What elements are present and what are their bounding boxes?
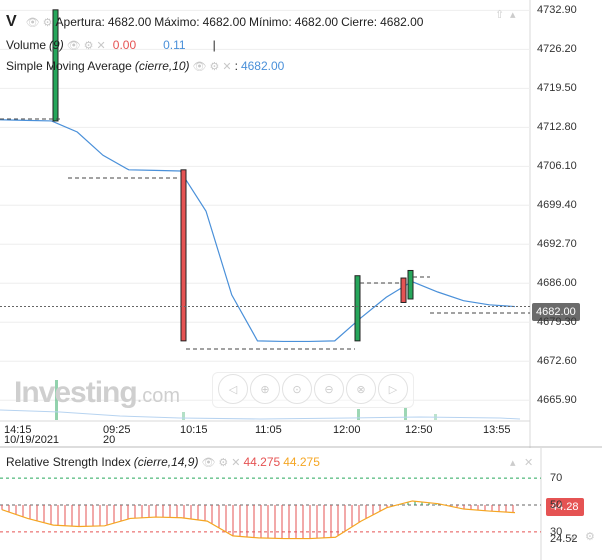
zoom-in-icon[interactable]: ⊕ xyxy=(250,374,280,404)
price-tick-label: 4665.90 xyxy=(537,394,577,407)
time-tick-label: 12:50 xyxy=(405,424,433,436)
rsi-settings-icon[interactable]: ⚙ xyxy=(585,531,595,543)
sma-separator: : xyxy=(234,59,238,73)
time-tick-label: 09:25 xyxy=(103,424,131,436)
rsi-tick-label: 70 xyxy=(550,472,563,485)
date-tick-label: 10/19/2021 xyxy=(4,434,60,446)
eye-icon[interactable]: 👁 xyxy=(192,60,207,73)
volume-bar xyxy=(55,380,58,420)
price-tick-label: 4672.60 xyxy=(537,355,577,368)
investing-watermark: Investing.com xyxy=(14,376,181,409)
rsi-value-2: 44.275 xyxy=(283,455,320,469)
candle xyxy=(180,169,187,342)
zoom-out-icon[interactable]: ⊖ xyxy=(314,374,344,404)
current-price-tag: 4682.00 xyxy=(532,303,580,321)
time-tick-label: 13:55 xyxy=(483,424,511,436)
sma-value: 4682.00 xyxy=(240,59,285,73)
settings-icon[interactable]: ⚙ xyxy=(83,39,94,52)
open-label: Apertura: xyxy=(55,15,105,29)
volume-value-2: 0.11 xyxy=(163,38,186,52)
price-tick-label: 4726.20 xyxy=(537,43,577,56)
price-tick-label: 4679.30 xyxy=(537,316,577,329)
zoom-reset-icon[interactable]: ⊙ xyxy=(282,374,312,404)
candle xyxy=(354,275,361,342)
settings-icon[interactable]: ⚙ xyxy=(42,16,53,29)
candle xyxy=(52,9,59,122)
price-tick-label: 4692.70 xyxy=(537,238,577,251)
rsi-pane-menu-icon[interactable]: ▴ xyxy=(510,457,516,469)
eye-icon[interactable]: 👁 xyxy=(25,16,40,29)
price-tick-label: 4712.80 xyxy=(537,121,577,134)
close-value: 4682.00 xyxy=(380,15,424,29)
scroll-left-icon[interactable]: ◁ xyxy=(218,374,248,404)
close-label: Cierre: xyxy=(341,15,378,29)
candle xyxy=(400,277,407,303)
high-value: 4682.00 xyxy=(202,15,246,29)
sma-line xyxy=(0,119,516,343)
price-tick-label: 4699.40 xyxy=(537,199,577,212)
low-label: Mínimo: xyxy=(249,15,292,29)
rsi-tick-label: 30 xyxy=(550,525,563,538)
settings-icon[interactable]: ⚙ xyxy=(218,456,229,469)
volume-separator: | xyxy=(212,38,216,52)
rsi-close-icon[interactable]: ✕ xyxy=(524,457,534,469)
close-icon[interactable]: ✕ xyxy=(222,60,232,73)
time-tick-label: 12:00 xyxy=(333,424,361,436)
rsi-value-1: 44.275 xyxy=(243,455,281,469)
rsi-pane[interactable] xyxy=(0,448,602,560)
rsi-current-tag: 44.28 xyxy=(546,498,584,516)
price-tick-label: 4732.90 xyxy=(537,4,577,17)
volume-name: Volume xyxy=(6,38,47,52)
close-icon[interactable]: ✕ xyxy=(231,456,241,469)
rsi-pane-menu-icon[interactable]: ▴ xyxy=(570,531,576,543)
sma-param: (cierre,10) xyxy=(134,59,190,73)
time-tick-label: 11:05 xyxy=(255,424,282,436)
maximize-pane-icon[interactable]: ⇧ xyxy=(495,9,505,21)
volume-bar xyxy=(357,409,360,420)
volume-param: (9) xyxy=(49,38,64,52)
rsi-tick-label: 50 xyxy=(550,499,563,511)
settings-icon[interactable]: ⚙ xyxy=(209,60,220,73)
symbol-label: V xyxy=(6,13,17,30)
low-value: 4682.00 xyxy=(294,15,339,29)
time-tick-label: 14:15 xyxy=(4,424,32,436)
rsi-tick-label: 24.52 xyxy=(550,533,578,546)
volume-bar xyxy=(404,408,407,420)
price-tick-label: 4706.10 xyxy=(537,160,577,173)
candle xyxy=(407,269,414,300)
time-tick-label: 10:15 xyxy=(180,424,208,436)
date-tick-label: 20 xyxy=(103,434,116,446)
price-tick-label: 4686.00 xyxy=(537,277,577,290)
open-value: 4682.00 xyxy=(107,15,152,29)
sma-legend: Simple Moving Average (cierre,10) 👁 ⚙ ✕ … xyxy=(6,59,284,73)
rsi-line xyxy=(1,500,516,540)
scroll-right-icon[interactable]: ▷ xyxy=(378,374,408,404)
rsi-name: Relative Strength Index xyxy=(6,455,131,469)
volume-ma-line xyxy=(0,409,521,420)
eye-icon[interactable]: 👁 xyxy=(201,456,216,469)
volume-value-1: 0.00 xyxy=(112,38,137,52)
sma-name: Simple Moving Average xyxy=(6,59,132,73)
high-label: Máximo: xyxy=(154,15,200,29)
volume-legend: Volume (9) 👁 ⚙ ✕ 0.00 0.11 | xyxy=(6,38,216,52)
volume-bar xyxy=(182,412,185,420)
rsi-param: (cierre,14,9) xyxy=(133,455,199,469)
rsi-legend: Relative Strength Index (cierre,14,9) 👁 … xyxy=(6,455,320,469)
close-icon[interactable]: ✕ xyxy=(96,39,106,52)
price-tick-label: 4719.50 xyxy=(537,82,577,95)
ohlc-legend: V 👁 ⚙ Apertura: 4682.00 Máximo: 4682.00 … xyxy=(6,13,423,31)
pane-menu-icon[interactable]: ▴ xyxy=(510,9,516,21)
auto-fit-icon[interactable]: ⊗ xyxy=(346,374,376,404)
eye-icon[interactable]: 👁 xyxy=(66,39,81,52)
